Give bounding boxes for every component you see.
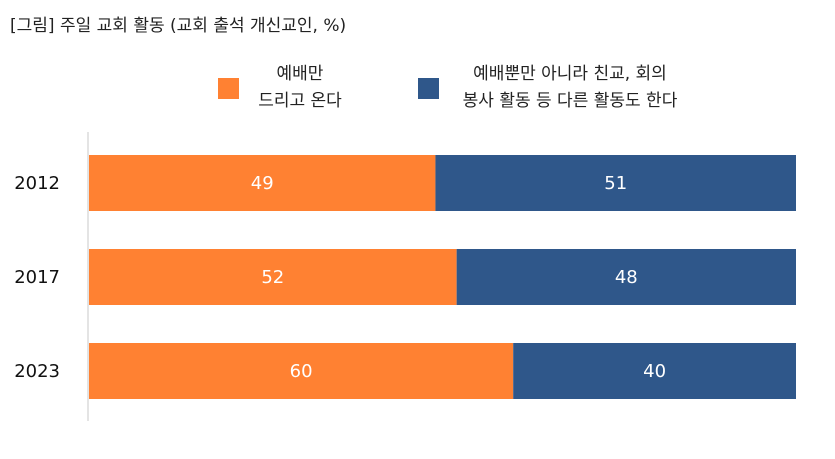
value-label-2023-series-1: 60	[290, 361, 313, 382]
bar-2017-series-2	[456, 249, 796, 305]
chart-title: [그림] 주일 교회 활동 (교회 출석 개신교인, %)	[10, 16, 346, 36]
bar-2017-series-1	[89, 249, 457, 305]
value-label-2012-series-1: 49	[251, 173, 274, 194]
bar-2012-series-2	[435, 155, 796, 211]
value-label-2023-series-2: 40	[643, 361, 666, 382]
bar-2023-series-1	[89, 343, 514, 399]
value-label-2017-series-2: 48	[615, 267, 638, 288]
bar-2012-series-1	[89, 155, 436, 211]
legend-label-series-1-line-1: 예배만	[277, 64, 324, 84]
legend-label-series-2-line-2: 봉사 활동 등 다른 활동도 한다	[463, 91, 678, 111]
bars: 2012 49 51 2017 52 48 2023 60 40	[14, 155, 796, 399]
legend: 예배만 드리고 온다 예배뿐만 아니라 친교, 회의 봉사 활동 등 다른 활동…	[218, 64, 678, 111]
legend-label-series-1-line-2: 드리고 온다	[258, 91, 342, 111]
value-label-2012-series-2: 51	[604, 173, 627, 194]
year-label-2012: 2012	[14, 173, 60, 194]
legend-swatch-series-1	[218, 78, 239, 99]
bar-2023-series-2	[513, 343, 796, 399]
year-label-2023: 2023	[14, 361, 60, 382]
legend-swatch-series-2	[418, 78, 439, 99]
legend-label-series-2-line-1: 예배뿐만 아니라 친교, 회의	[473, 64, 667, 84]
year-label-2017: 2017	[14, 267, 60, 288]
value-label-2017-series-1: 52	[261, 267, 284, 288]
